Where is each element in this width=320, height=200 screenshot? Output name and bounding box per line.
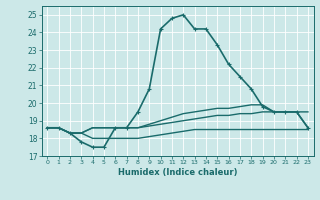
X-axis label: Humidex (Indice chaleur): Humidex (Indice chaleur) bbox=[118, 168, 237, 177]
